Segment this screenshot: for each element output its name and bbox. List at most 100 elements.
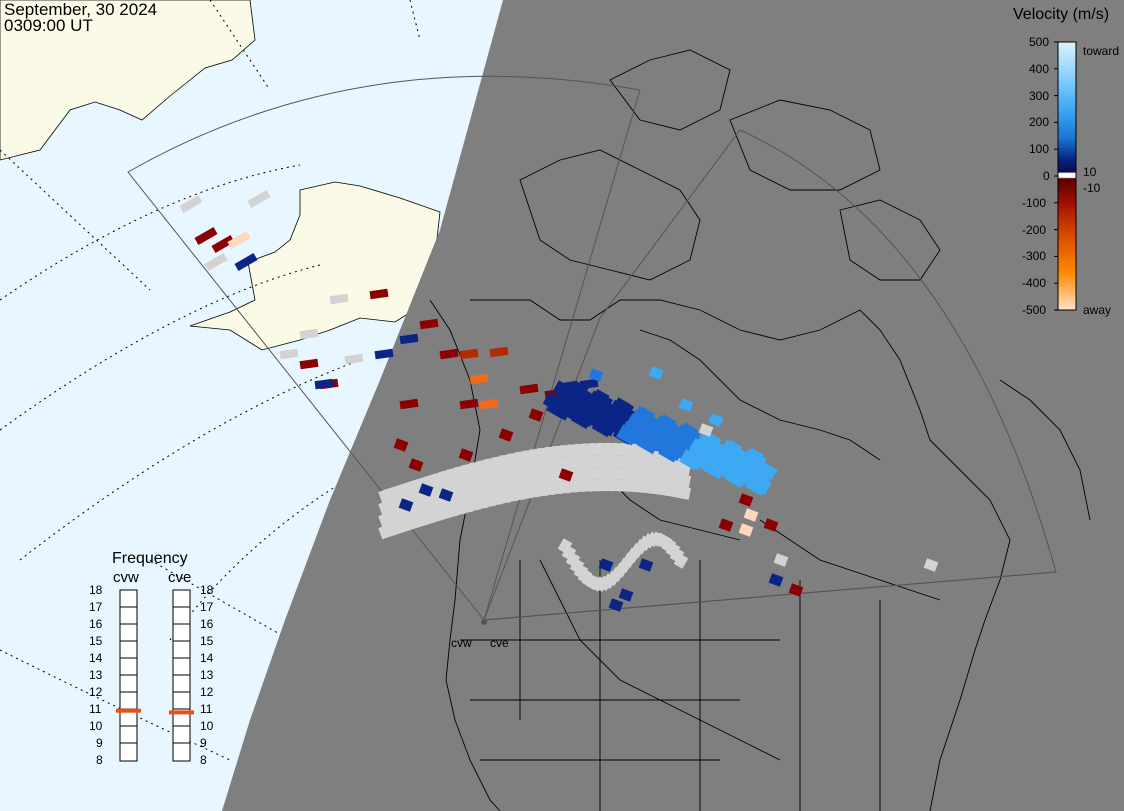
scatter-cell xyxy=(648,366,664,380)
scatter-cell xyxy=(708,413,724,427)
scatter-cell xyxy=(439,348,459,360)
frequency-scale-label-left: 15 xyxy=(89,634,103,648)
scatter-cell xyxy=(204,253,228,271)
scatter-cell xyxy=(419,318,439,330)
frequency-title: Frequency xyxy=(112,550,188,567)
scatter-cell xyxy=(768,573,784,587)
scatter-cell xyxy=(618,588,634,602)
frequency-scale-label-left: 14 xyxy=(89,651,103,665)
frequency-scale-label-left: 8 xyxy=(96,753,103,767)
frequency-scale-label-right: 14 xyxy=(200,651,214,665)
scatter-cell xyxy=(738,523,754,537)
colorbar-tick-label: -400 xyxy=(1022,276,1047,291)
scatter-cell xyxy=(678,474,692,488)
scatter-cell xyxy=(665,542,681,558)
colorbar-tick-label: 200 xyxy=(1029,115,1050,130)
scatter-cell xyxy=(299,328,319,340)
frequency-scale-label-left: 18 xyxy=(89,583,103,597)
frequency-scale-label-right: 13 xyxy=(200,668,214,682)
frequency-scale-label-right: 8 xyxy=(200,753,207,767)
scatter-cell xyxy=(399,333,419,345)
scatter-cell xyxy=(393,438,409,452)
day-land-siberia xyxy=(0,0,256,161)
scatter-cell xyxy=(743,508,759,522)
radar-site-marker xyxy=(481,619,487,625)
frequency-radar-cvw: cvw xyxy=(113,569,139,586)
night-region xyxy=(222,0,1124,811)
scatter-cell xyxy=(399,398,419,410)
colorbar-tick-label: 500 xyxy=(1029,35,1050,49)
scatter-cell xyxy=(738,493,754,507)
scatter-cell xyxy=(565,551,581,568)
frequency-marker-cve xyxy=(169,710,194,715)
frequency-scale-label-right: 17 xyxy=(200,600,214,614)
scatter-cell xyxy=(227,231,251,249)
scatter-cell xyxy=(773,553,789,567)
frequency-scale-label-left: 10 xyxy=(89,719,103,733)
scatter-cell xyxy=(573,563,589,580)
scatter-cell xyxy=(211,235,235,253)
scatter-cell xyxy=(759,462,778,481)
scatter-cell xyxy=(498,428,514,442)
scatter-cell xyxy=(567,444,578,457)
frequency-scale-label-right: 18 xyxy=(200,583,214,597)
scatter-cell xyxy=(418,483,434,497)
colorbar-tick-label: 400 xyxy=(1029,61,1050,76)
scatter-cell xyxy=(678,486,692,500)
scatter-cell xyxy=(279,348,299,360)
scatter-cell xyxy=(469,373,489,385)
radar-label-cvw: cvw xyxy=(451,636,472,650)
scatter-cell xyxy=(678,398,694,412)
day-graticule xyxy=(0,0,421,761)
scatter-cell xyxy=(459,398,479,410)
scatter-cell xyxy=(408,458,424,472)
scatter-cell xyxy=(698,423,714,437)
day-land-alaska xyxy=(189,181,441,351)
scatter-cell xyxy=(557,538,573,554)
colorbar-tick-label: 0 xyxy=(1043,169,1050,183)
scatter-cell xyxy=(598,558,614,572)
scatter-cell xyxy=(344,353,364,365)
scatter-cell xyxy=(763,518,779,532)
frequency-scale-label-left: 13 xyxy=(89,668,103,682)
scatter-cell xyxy=(369,288,389,300)
scatter-cell xyxy=(558,468,574,482)
frequency-scale-label-right: 12 xyxy=(200,685,214,699)
scatter-cell xyxy=(567,456,578,469)
colorbar-tick-label: 100 xyxy=(1029,142,1050,157)
scatter-cell xyxy=(569,558,585,574)
scatter-cell xyxy=(194,227,218,245)
frequency-bars xyxy=(116,589,194,762)
colorbar-label-neg10: -10 xyxy=(1083,181,1101,195)
frequency-scale-label-right: 15 xyxy=(200,634,214,648)
colorbar-tick-label: -300 xyxy=(1022,249,1047,264)
scatter-cell xyxy=(489,346,509,358)
scatter-cell xyxy=(519,383,539,395)
colorbar-tick-label: -100 xyxy=(1022,195,1047,210)
colorbar-label-pos10: 10 xyxy=(1083,165,1097,179)
frequency-scale-label-right: 10 xyxy=(200,719,214,733)
colorbar-label-toward: toward xyxy=(1083,44,1120,58)
frequency-scale-label-left: 17 xyxy=(89,600,103,614)
scatter-cell xyxy=(398,498,414,512)
frequency-scale-label-right: 9 xyxy=(200,736,207,750)
scatter-cell xyxy=(374,348,394,360)
colorbar-tick-label: 300 xyxy=(1029,88,1050,103)
scatter-cell xyxy=(923,558,939,572)
scatter-cell xyxy=(479,398,499,410)
frequency-radar-cve: cve xyxy=(168,569,192,586)
scatter-cell xyxy=(638,558,654,572)
frequency-scale-label-left: 12 xyxy=(89,685,103,699)
scatter-cell xyxy=(669,547,685,563)
scatter-cell xyxy=(179,195,203,213)
scatter-cells xyxy=(179,190,939,612)
colorbar-label-away: away xyxy=(1083,303,1112,317)
frequency-scale-label-right: 16 xyxy=(200,617,214,631)
radar-fov xyxy=(127,75,1057,621)
scatter-cell xyxy=(234,253,258,271)
velocity-colorbar xyxy=(1057,41,1077,311)
frequency-scale-label-left: 11 xyxy=(89,702,102,716)
timestamp-date: September, 30 2024 xyxy=(4,0,158,19)
timestamp-time: 0309:00 UT xyxy=(4,16,93,35)
